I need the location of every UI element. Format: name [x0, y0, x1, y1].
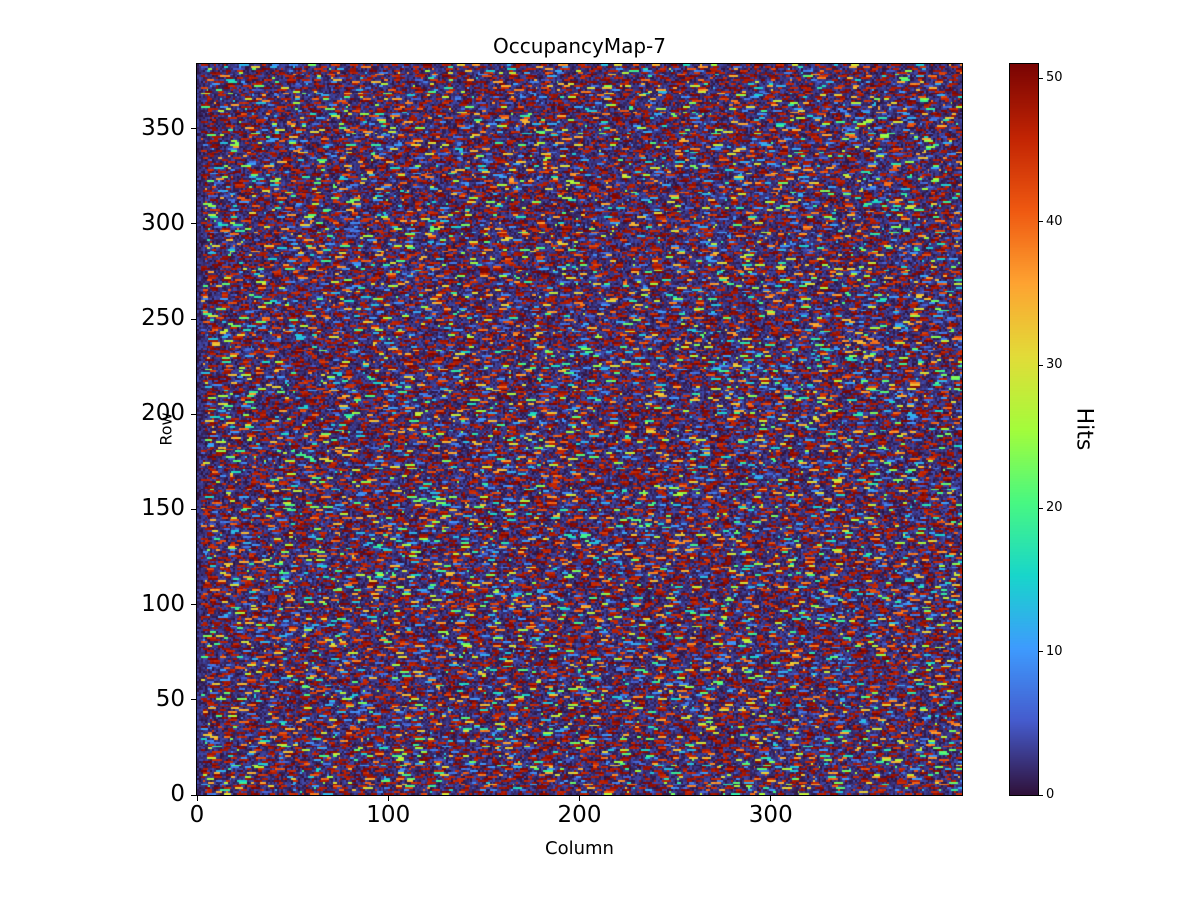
y-tick-label: 150 — [141, 495, 185, 522]
y-tick-mark — [191, 794, 196, 796]
colorbar-tick-mark — [1039, 794, 1043, 796]
y-tick-mark — [191, 699, 196, 701]
y-tick-label: 100 — [141, 590, 185, 617]
x-tick-mark — [196, 796, 198, 801]
colorbar-tick-mark — [1039, 507, 1043, 509]
y-tick-label: 250 — [141, 305, 185, 332]
y-tick-mark — [191, 604, 196, 606]
colorbar-tick-mark — [1039, 221, 1043, 223]
y-tick-label: 300 — [141, 209, 185, 236]
colorbar-tick-label: 0 — [1046, 787, 1055, 802]
colorbar-canvas — [1010, 64, 1038, 795]
colorbar-tick-label: 40 — [1046, 213, 1063, 229]
colorbar — [1009, 63, 1039, 796]
x-axis-label: Column — [545, 838, 614, 859]
heatmap-plot-area — [196, 63, 963, 796]
heatmap-canvas — [197, 64, 962, 795]
x-tick-mark — [387, 796, 389, 801]
colorbar-label: Hits — [1071, 407, 1097, 451]
x-tick-label: 200 — [557, 802, 602, 828]
x-tick-label: 300 — [748, 802, 793, 828]
colorbar-tick-label: 20 — [1046, 500, 1063, 516]
x-tick-mark — [579, 796, 580, 801]
y-tick-mark — [191, 318, 196, 320]
y-tick-mark — [191, 508, 196, 510]
colorbar-tick-label: 10 — [1046, 643, 1063, 659]
y-tick-mark — [191, 128, 196, 130]
y-tick-label: 0 — [170, 781, 185, 807]
colorbar-tick-label: 50 — [1046, 70, 1063, 86]
x-tick-label: 0 — [189, 802, 205, 828]
x-tick-mark — [770, 796, 772, 801]
colorbar-tick-mark — [1039, 651, 1043, 653]
colorbar-tick-mark — [1039, 77, 1043, 79]
y-tick-mark — [191, 223, 196, 225]
x-tick-label: 100 — [366, 802, 411, 828]
y-tick-label: 50 — [155, 685, 185, 712]
chart-title: OccupancyMap-7 — [492, 34, 667, 58]
y-tick-label: 350 — [141, 114, 185, 141]
y-tick-label: 200 — [141, 400, 185, 427]
y-tick-mark — [191, 413, 196, 415]
colorbar-tick-label: 30 — [1046, 357, 1063, 372]
colorbar-tick-mark — [1039, 364, 1043, 366]
